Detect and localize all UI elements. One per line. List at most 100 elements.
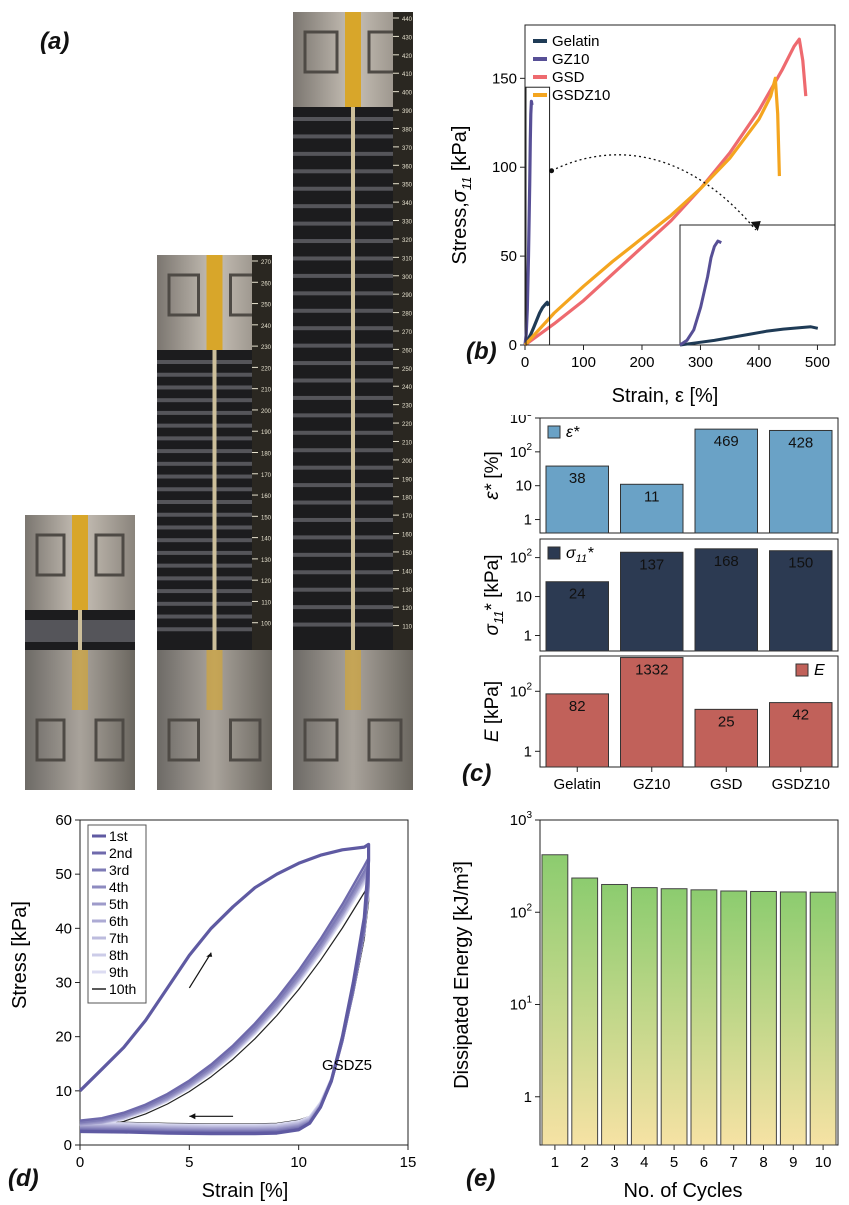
tick-base: 10 <box>510 812 527 829</box>
bar-cycle-10 <box>809 891 837 1146</box>
grip-clamp-icon <box>167 273 200 317</box>
tick-exp: 2 <box>526 548 532 559</box>
inset-series-gelatin <box>679 325 819 347</box>
ruler-tick-label: 160 <box>261 494 272 500</box>
subplot-frame <box>539 417 839 534</box>
zoom-arrow <box>551 154 757 231</box>
bar-gz10 <box>620 551 684 652</box>
tick-label: 100 <box>492 159 517 176</box>
tick-base: 10 <box>510 997 527 1014</box>
grip-clamp-icon <box>94 718 125 762</box>
ruler-tick-label: 170 <box>261 473 272 479</box>
series-line-gsdz10 <box>523 76 781 347</box>
tick-label: 0 <box>64 1137 72 1154</box>
ruler-tick-label: 200 <box>261 409 272 415</box>
ruler-tick-label: 310 <box>402 256 413 262</box>
tick-label: 10 <box>290 1154 307 1171</box>
ruler-tick-label: 240 <box>402 385 413 391</box>
category-label: GSD <box>710 776 743 793</box>
category-label: 4 <box>640 1154 648 1171</box>
ruler-tick-label: 100 <box>261 622 272 628</box>
tick-label: 50 <box>55 866 72 883</box>
ruler-tick-label: 150 <box>261 515 272 521</box>
tick-label: 0 <box>521 354 529 371</box>
gel-grip-top <box>345 12 361 107</box>
bar-cycle-3 <box>601 883 628 1146</box>
legend-label: ε* <box>566 424 580 441</box>
y-axis-label: Dissipated Energy [kJ/m³] <box>451 861 473 1089</box>
zoom-arrow-head <box>750 221 761 231</box>
specimen-strip <box>351 107 355 650</box>
legend-label: 2nd <box>109 845 132 861</box>
tick-label: 102 <box>510 548 533 567</box>
data-label: 42 <box>792 707 809 724</box>
ruler-tick-label: 170 <box>402 514 413 520</box>
category-label: GSDZ10 <box>772 776 830 793</box>
category-label: 2 <box>581 1154 589 1171</box>
subplot-2: 1 102 82 1332 25 42 E E [kPa] <box>482 655 839 768</box>
bar-cycle-9 <box>779 891 807 1146</box>
legend-label: 9th <box>109 964 128 980</box>
ruler-tick-label: 220 <box>402 422 413 428</box>
ruler-tick-label: 260 <box>402 348 413 354</box>
x-axis-label: No. of Cycles <box>624 1180 743 1202</box>
ruler-tick-label: 320 <box>402 238 413 244</box>
category-label: GZ10 <box>633 776 671 793</box>
tick-label: 400 <box>746 354 771 371</box>
tick-label: 103 <box>510 415 533 427</box>
tick-label: 10 <box>515 589 532 606</box>
tick-label: 300 <box>688 354 713 371</box>
legend-label: 1st <box>109 828 128 844</box>
tick-label: 102 <box>510 902 533 921</box>
tick-base: 10 <box>510 683 527 700</box>
legend-label: 7th <box>109 930 128 946</box>
tick-label: 101 <box>510 995 533 1014</box>
tick-label: 50 <box>500 248 517 265</box>
bar-gelatin <box>545 581 609 652</box>
tick-label: 20 <box>55 1029 72 1046</box>
category-label: 9 <box>789 1154 797 1171</box>
series-line-gsd <box>524 37 808 347</box>
legend-label: 8th <box>109 947 128 963</box>
ruler-tick-label: 130 <box>261 558 272 564</box>
tick-exp: 2 <box>526 442 532 453</box>
legend-label: σ11* <box>566 545 594 565</box>
bar-cycle-7 <box>720 890 748 1146</box>
ruler-tick-label: 270 <box>261 260 272 266</box>
zoom-arrow-start <box>549 168 555 174</box>
category-label: 5 <box>670 1154 678 1171</box>
ruler-tick-label: 260 <box>261 281 272 287</box>
tick-base: 10 <box>510 444 527 461</box>
ruler-tick-label: 110 <box>402 625 412 631</box>
data-label: 1332 <box>635 662 668 679</box>
subplot-frame <box>539 655 839 768</box>
ruler-tick-label: 190 <box>261 430 272 436</box>
ruler-tick-label: 150 <box>402 551 413 557</box>
data-label: 11 <box>644 488 660 505</box>
ruler-tick-label: 180 <box>402 496 413 502</box>
grip-clamp-icon <box>35 718 66 762</box>
ruler-tick-label: 250 <box>261 303 272 309</box>
tick-base: 10 <box>510 904 527 921</box>
tick-label: 1 <box>524 512 532 529</box>
grip-clamp-icon <box>167 718 200 762</box>
series-line-gelatin <box>523 300 550 346</box>
tick-label: 10 <box>515 478 532 495</box>
ruler-tick-label: 190 <box>402 477 413 483</box>
tick-label: 0 <box>509 337 517 354</box>
tick-label: 100 <box>571 354 596 371</box>
cycle-curve-1 <box>78 842 371 1136</box>
category-label: 10 <box>815 1154 832 1171</box>
data-label: 150 <box>788 555 813 572</box>
ruler-tick-label: 390 <box>402 109 413 115</box>
ruler-tick-label: 360 <box>402 164 413 170</box>
bar-gelatin <box>545 465 609 534</box>
ruler-tick-label: 400 <box>402 91 413 97</box>
tick-label: 1 <box>524 627 532 644</box>
tick-exp: 2 <box>526 681 532 692</box>
legend-label: E <box>814 662 825 679</box>
ruler-tick-label: 300 <box>402 275 413 281</box>
category-label: 8 <box>759 1154 767 1171</box>
bar-gsd <box>694 428 758 534</box>
panel-label-a: (a) <box>40 28 70 55</box>
